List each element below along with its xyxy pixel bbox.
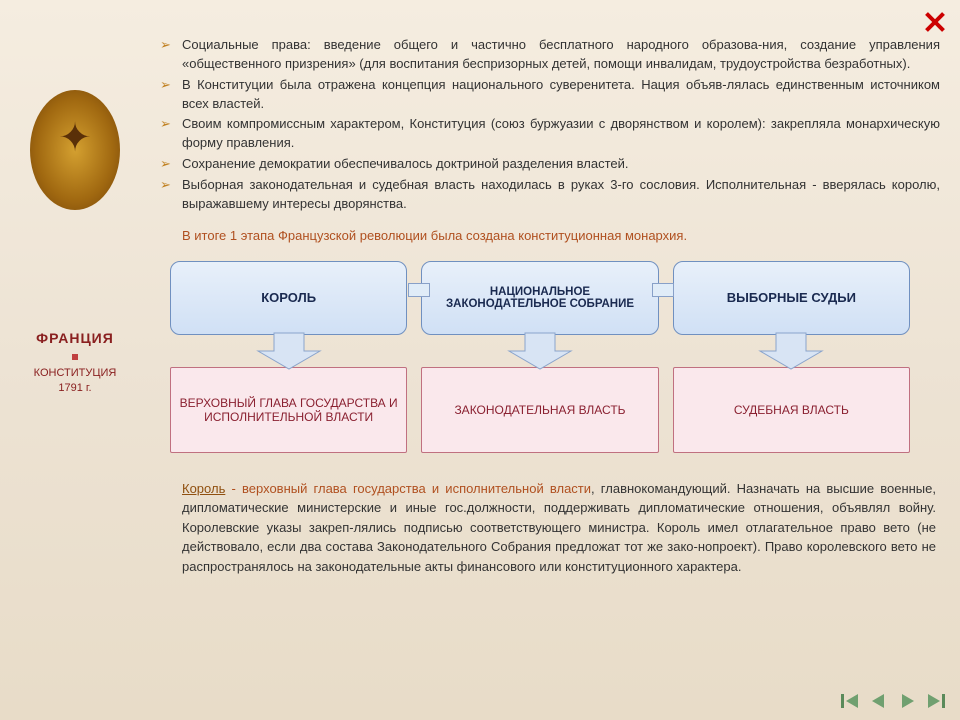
bullet-text: Сохранение демократии обеспечивалось док…	[182, 155, 629, 174]
main-content: ➢Социальные права: введение общего и час…	[160, 36, 940, 576]
arrow-down-icon	[505, 329, 575, 373]
bullet-item: ➢ Сохранение демократии обеспечивалось до…	[160, 155, 940, 174]
close-button[interactable]	[920, 8, 948, 36]
nav-last-button[interactable]	[922, 690, 948, 712]
chevron-icon: ➢	[160, 176, 174, 214]
bullet-text: Социальные права: введение общего и част…	[182, 36, 940, 74]
king-description: - верховный глава государства и исполнит…	[225, 481, 591, 496]
footer-paragraph: Король - верховный глава государства и и…	[160, 479, 940, 577]
subtitle: КОНСТИТУЦИЯ 1791 г.	[0, 366, 150, 397]
diagram-column: НАЦИОНАЛЬНОЕ ЗАКОНОДАТЕЛЬНОЕ СОБРАНИЕ ЗА…	[421, 261, 658, 453]
bullet-text: В Конституции была отражена концепция на…	[182, 76, 940, 114]
diagram: КОРОЛЬ ВЕРХОВНЫЙ ГЛАВА ГОСУДАРСТВА И ИСП…	[170, 261, 910, 453]
chevron-icon: ➢	[160, 76, 174, 114]
arrow-down-icon	[756, 329, 826, 373]
diagram-box-judges: ВЫБОРНЫЕ СУДЬИ	[673, 261, 910, 335]
bullet-list: ➢Социальные права: введение общего и час…	[160, 36, 940, 214]
diagram-box-executive: ВЕРХОВНЫЙ ГЛАВА ГОСУДАРСТВА И ИСПОЛНИТЕЛ…	[170, 367, 407, 453]
connector-icon	[408, 283, 430, 297]
chevron-icon: ➢	[160, 155, 174, 174]
bullet-item: ➢В Конституции была отражена концепция н…	[160, 76, 940, 114]
nav-prev-button[interactable]	[866, 690, 892, 712]
connector-icon	[652, 283, 674, 297]
diagram-column: КОРОЛЬ ВЕРХОВНЫЙ ГЛАВА ГОСУДАРСТВА И ИСП…	[170, 261, 407, 453]
arrow-down-icon	[254, 329, 324, 373]
bullet-item: ➢Выборная законодательная и судебная вла…	[160, 176, 940, 214]
diagram-box-legislative: ЗАКОНОДАТЕЛЬНАЯ ВЛАСТЬ	[421, 367, 658, 453]
separator-dot	[72, 354, 78, 360]
bullet-text: Выборная законодательная и судебная влас…	[182, 176, 940, 214]
emblem-image	[30, 90, 120, 210]
diagram-column: ВЫБОРНЫЕ СУДЬИ СУДЕБНАЯ ВЛАСТЬ	[673, 261, 910, 453]
diagram-box-assembly: НАЦИОНАЛЬНОЕ ЗАКОНОДАТЕЛЬНОЕ СОБРАНИЕ	[421, 261, 658, 335]
bullet-item: ➢Своим компромиссным характером, Констит…	[160, 115, 940, 153]
bullet-text: Своим компромиссным характером, Конститу…	[182, 115, 940, 153]
king-link[interactable]: Король	[182, 481, 225, 496]
chevron-icon: ➢	[160, 115, 174, 153]
nav-first-button[interactable]	[838, 690, 864, 712]
nav-controls	[838, 690, 948, 712]
country-title: ФРАНЦИЯ	[0, 330, 150, 346]
nav-next-button[interactable]	[894, 690, 920, 712]
bullet-item: ➢Социальные права: введение общего и час…	[160, 36, 940, 74]
sidebar: ФРАНЦИЯ КОНСТИТУЦИЯ 1791 г.	[0, 0, 150, 397]
diagram-box-king: КОРОЛЬ	[170, 261, 407, 335]
chevron-icon: ➢	[160, 36, 174, 74]
diagram-box-judicial: СУДЕБНАЯ ВЛАСТЬ	[673, 367, 910, 453]
summary-text: В итоге 1 этапа Французской революции бы…	[160, 228, 940, 243]
